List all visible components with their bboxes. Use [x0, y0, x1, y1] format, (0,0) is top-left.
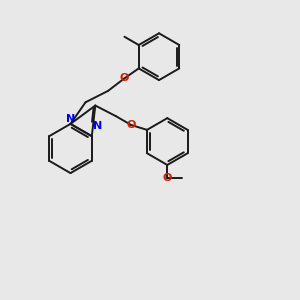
Text: O: O [163, 172, 172, 183]
Text: N: N [92, 121, 102, 131]
Text: N: N [67, 113, 76, 124]
Text: O: O [120, 73, 129, 83]
Text: O: O [127, 120, 136, 130]
